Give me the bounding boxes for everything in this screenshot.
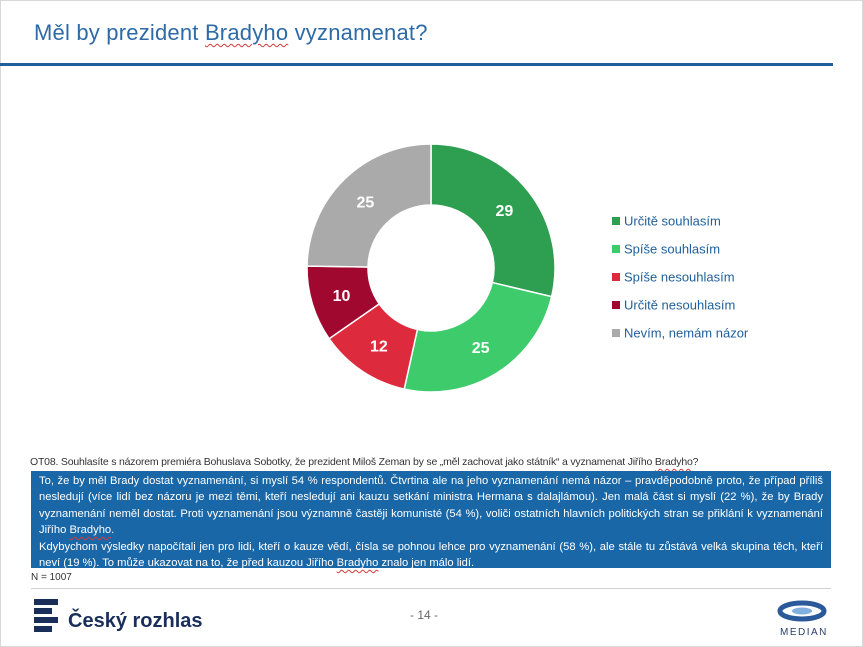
footer-rule [31, 588, 831, 589]
legend-label-4: Určitě nesouhlasím [624, 298, 735, 313]
legend-swatch-1 [612, 217, 620, 225]
legend-label-1: Určitě souhlasím [624, 214, 721, 229]
summary-paragraph-2: Kdybychom výsledky napočítali jen pro li… [31, 539, 831, 572]
donut-chart: 29 25 12 10 25 Určitě souhlasím Spíše souhlasí… [306, 143, 749, 393]
summary-p1-name: Bradyho [69, 524, 112, 537]
title-suffix: vyznamenat? [288, 20, 428, 45]
summary-p1-suffix: . [111, 524, 115, 537]
summary-paragraph-1: To, že by měl Brady dostat vyznamenání, … [31, 471, 831, 539]
title-rule [0, 63, 833, 66]
sample-size: N = 1007 [31, 572, 72, 583]
cesky-rozhlas-logo-icon [34, 599, 58, 632]
title-name: Bradyho [204, 20, 289, 45]
title-prefix: Měl by prezident [34, 20, 205, 45]
page-number: - 14 - [410, 608, 439, 622]
legend-swatch-4 [612, 301, 620, 309]
question-suffix: ? [692, 456, 699, 468]
question-text: OT08. Souhlasíte s názorem premiéra Bohu… [30, 456, 810, 468]
data-label-5: 25 [357, 194, 375, 211]
data-label-4: 10 [333, 288, 351, 305]
summary-p2-name: Bradyho [336, 557, 379, 570]
summary-box: To, že by měl Brady dostat vyznamenání, … [31, 471, 831, 569]
legend-swatch-3 [612, 273, 620, 281]
legend-label-5: Nevím, nemám názor [624, 326, 749, 341]
legend-swatch-5 [612, 329, 620, 337]
data-label-1: 29 [495, 203, 513, 220]
summary-p2-suffix: znalo jen málo lidí. [378, 557, 475, 570]
median-logo-icon [777, 600, 827, 622]
data-label-2: 25 [472, 340, 490, 357]
question-prefix: OT08. Souhlasíte s názorem premiéra Bohu… [30, 456, 655, 468]
legend-swatch-2 [612, 245, 620, 253]
summary-p1-prefix: To, že by měl Brady dostat vyznamenání, … [39, 475, 823, 537]
page-title: Měl by prezident Bradyho vyznamenat? [34, 20, 428, 46]
question-name: Bradyho [654, 456, 693, 468]
donut-slice-1 [430, 143, 556, 298]
data-label-3: 12 [370, 339, 388, 356]
median-logo-text: MEDIAN [780, 627, 828, 638]
donut-slice-5 [306, 143, 432, 268]
legend-label-3: Spíše nesouhlasím [624, 270, 735, 285]
donut-slice-2 [403, 281, 553, 393]
summary-p2-prefix: Kdybychom výsledky napočítali jen pro li… [39, 540, 823, 570]
cesky-rozhlas-logo-text: Český rozhlas [68, 610, 203, 632]
legend-label-2: Spíše souhlasím [624, 242, 720, 257]
